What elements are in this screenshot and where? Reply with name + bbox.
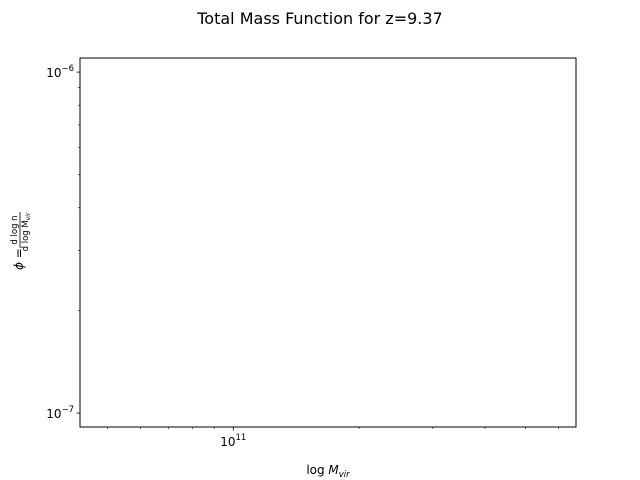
y-axis-label-symbol: ϕ: [12, 262, 26, 270]
plot-area: [79, 57, 577, 428]
y-axis-label-denominator-subscript: vir: [25, 212, 32, 220]
x-axis-label-symbol: M: [328, 463, 339, 477]
y-axis-label-numerator: d log n: [10, 215, 20, 244]
x-axis: 1011: [107, 427, 559, 449]
y-tick-label-1: 10−6: [46, 64, 74, 80]
x-axis-label: log Mvir: [306, 463, 350, 480]
chart-title: Total Mass Function for z=9.37: [196, 9, 442, 28]
y-axis-label: ϕ = d log n d log Mvir: [10, 212, 32, 270]
x-axis-label-prefix: log: [306, 463, 328, 477]
x-axis-label-subscript: vir: [339, 470, 350, 480]
y-axis: 10−7 10−6: [46, 64, 80, 421]
y-tick-label-0: 10−7: [46, 405, 74, 421]
y-axis-label-equals: =: [12, 248, 26, 262]
x-tick-label-0: 1011: [220, 433, 246, 449]
y-axis-label-denominator: d log M: [21, 220, 31, 251]
axes-frame: [79, 57, 577, 428]
svg-text:ϕ =: ϕ =: [12, 248, 26, 270]
svg-text:d log Mvir: d log Mvir: [21, 212, 32, 251]
